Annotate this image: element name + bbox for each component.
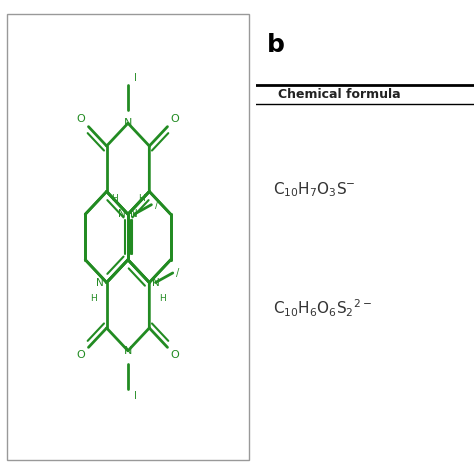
Text: O: O [171, 114, 179, 124]
Text: /: / [155, 200, 158, 210]
Text: /: / [176, 268, 179, 278]
Text: H: H [90, 294, 96, 303]
Text: I: I [134, 73, 137, 83]
Text: N: N [130, 209, 138, 219]
Text: C$_{10}$H$_{7}$O$_{3}$S$^{-}$: C$_{10}$H$_{7}$O$_{3}$S$^{-}$ [273, 180, 356, 199]
Text: O: O [171, 350, 179, 360]
Text: O: O [77, 114, 85, 124]
Text: Chemical formula: Chemical formula [278, 88, 401, 101]
Text: b: b [267, 33, 285, 57]
Text: N: N [124, 118, 132, 128]
Text: I: I [134, 391, 137, 401]
Text: N: N [96, 277, 104, 288]
Text: C$_{10}$H$_{6}$O$_{6}$S$_{2}$$^{2-}$: C$_{10}$H$_{6}$O$_{6}$S$_{2}$$^{2-}$ [273, 297, 373, 319]
Text: N: N [118, 209, 126, 219]
Text: H: H [160, 294, 166, 303]
Text: N: N [124, 346, 132, 356]
Text: N: N [152, 277, 160, 288]
Text: H: H [111, 194, 118, 203]
Text: O: O [77, 350, 85, 360]
Text: H: H [138, 194, 145, 203]
